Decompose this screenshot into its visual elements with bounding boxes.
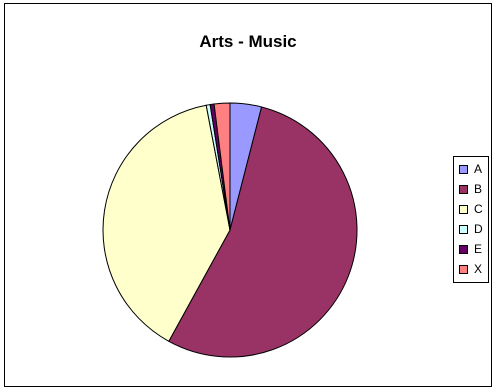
legend-swatch [459,265,468,274]
legend-label: C [474,202,483,216]
chart-title: Arts - Music [199,32,297,51]
legend-swatch [459,165,468,174]
legend-label: E [474,242,483,256]
legend-label: D [474,222,483,236]
legend-label: B [474,182,483,196]
pie-slice-c [102,104,231,342]
legend-swatch [459,185,468,194]
legend-swatch [459,205,468,214]
legend-label: A [474,162,483,176]
pie-slices [102,102,358,358]
pie-slice-x [213,102,231,231]
legend-swatch [459,225,468,234]
legend-swatch [459,245,468,254]
legend-label: X [474,262,483,276]
pie-slice-b [168,106,358,358]
